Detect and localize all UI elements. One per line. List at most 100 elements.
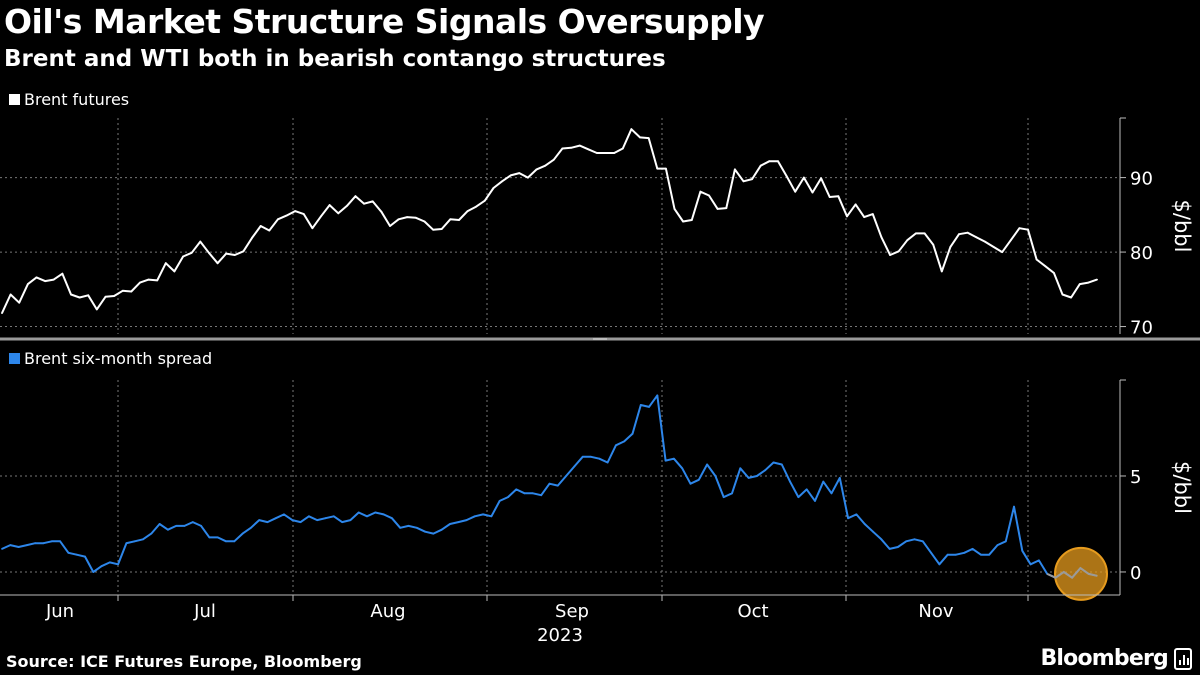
brent-spread-point xyxy=(9,544,12,546)
brent-spread-point xyxy=(739,467,742,470)
brent-spread-point xyxy=(897,546,899,548)
brent-spread-point xyxy=(623,440,626,443)
brent-spread-point xyxy=(34,542,37,545)
brent-futures-point xyxy=(492,187,495,189)
brent-futures-point xyxy=(940,270,943,273)
brent-spread-point xyxy=(540,494,543,497)
legend-label: Brent six-month spread xyxy=(24,349,212,368)
brent-futures-point xyxy=(1001,251,1004,254)
brent-spread-point xyxy=(921,540,924,543)
brent-futures-point xyxy=(397,218,400,221)
brent-futures-point xyxy=(759,164,762,167)
brent-futures-point xyxy=(302,213,305,216)
brent-spread-point xyxy=(880,538,883,541)
brent-futures-point xyxy=(621,147,624,150)
brent-spread-point xyxy=(863,523,866,525)
brent-futures-point xyxy=(139,281,141,284)
x-tick-label: Nov xyxy=(918,601,953,622)
brent-futures-point xyxy=(199,240,202,243)
brent-futures-point xyxy=(225,252,228,255)
brent-spread-point xyxy=(108,561,111,564)
brent-futures-point xyxy=(501,180,503,183)
brent-futures-point xyxy=(725,207,728,210)
brent-futures-point xyxy=(596,152,598,154)
brent-futures-point xyxy=(958,233,960,236)
brent-spread-point xyxy=(324,517,327,520)
brent-futures-point xyxy=(699,190,702,193)
brent-spread-point xyxy=(432,532,435,535)
y-axis-label: $/bbl xyxy=(1170,461,1194,514)
brent-spread-point xyxy=(772,461,775,464)
brent-futures-point xyxy=(992,246,995,248)
brent-spread-point xyxy=(565,475,567,477)
brent-futures-point xyxy=(734,168,736,171)
brent-spread-point xyxy=(26,544,28,546)
bloomberg-logo-icon xyxy=(1174,647,1192,670)
brent-futures-point xyxy=(1,312,3,314)
brent-spread-point xyxy=(689,482,692,485)
brent-spread-point xyxy=(100,565,103,568)
brent-futures-point xyxy=(277,218,279,221)
brent-futures-point xyxy=(613,152,616,154)
y-tick-label: 5 xyxy=(1130,467,1141,488)
brent-spread-point xyxy=(316,519,319,521)
brent-futures-point xyxy=(423,220,426,223)
brent-futures-point xyxy=(1009,239,1012,242)
brent-futures-point xyxy=(311,227,314,230)
brent-futures-point xyxy=(966,231,969,234)
brent-futures-point xyxy=(975,236,978,239)
brent-spread-point xyxy=(1029,563,1032,566)
brent-spread-point xyxy=(598,457,601,460)
brent-spread-point xyxy=(581,455,584,458)
y-tick-label: 70 xyxy=(1130,318,1153,339)
brent-spread-point xyxy=(855,513,858,516)
brent-spread-point xyxy=(332,515,335,518)
brent-futures-point xyxy=(1027,228,1029,231)
brent-futures-point xyxy=(949,246,952,248)
brent-spread-point xyxy=(216,536,219,539)
brent-spread-point xyxy=(449,523,451,525)
brent-futures-point xyxy=(1044,265,1047,268)
chart-title: Oil's Market Structure Signals Oversuppl… xyxy=(4,2,765,41)
brent-spread-point xyxy=(59,540,61,543)
brent-futures-point xyxy=(552,158,555,161)
brent-futures-point xyxy=(52,278,55,281)
brent-spread-point xyxy=(84,555,86,558)
brent-spread-point xyxy=(17,546,20,548)
brent-spread-point xyxy=(706,463,708,466)
brent-futures-point xyxy=(449,218,452,221)
brent-futures-point xyxy=(509,174,512,177)
brent-futures-point xyxy=(432,228,434,231)
brent-futures-point xyxy=(164,262,167,265)
brent-spread-point xyxy=(938,563,941,566)
brent-spread-point xyxy=(980,553,982,556)
brent-spread-point xyxy=(250,526,252,529)
brent-spread-point xyxy=(42,542,45,545)
brent-futures-point xyxy=(578,144,581,147)
brent-futures-point xyxy=(837,195,840,198)
brent-spread-point xyxy=(747,477,750,479)
brent-futures-point xyxy=(1070,296,1072,299)
brent-spread-point xyxy=(780,463,783,466)
brent-spread-point xyxy=(814,500,816,502)
brent-spread-point xyxy=(913,538,916,541)
brent-spread-point xyxy=(631,432,634,435)
brent-futures-point xyxy=(233,254,236,256)
brent-spread-point xyxy=(648,406,650,408)
brent-futures-point xyxy=(828,196,831,198)
brent-futures-point xyxy=(863,216,866,219)
brent-futures-point xyxy=(78,296,81,299)
brent-futures-point xyxy=(923,232,926,235)
brent-futures-point xyxy=(18,301,21,304)
brent-spread-point xyxy=(548,482,551,485)
brent-futures-point xyxy=(458,219,460,221)
brent-futures-point xyxy=(113,295,115,297)
brent-futures-point xyxy=(87,294,90,297)
brent-futures-point xyxy=(880,236,883,239)
x-tick-label: Jul xyxy=(193,601,216,622)
brent-futures-point xyxy=(854,203,857,206)
brent-spread-point xyxy=(208,536,211,539)
brent-spread-point xyxy=(283,513,285,516)
brent-spread-point xyxy=(838,477,841,479)
